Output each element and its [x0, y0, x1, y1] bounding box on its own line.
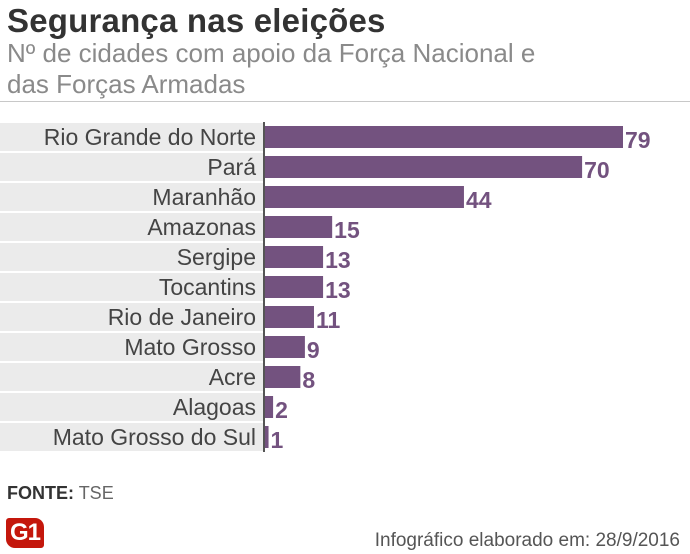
bar-mato-grosso-do-sul: [264, 426, 269, 448]
bar-maranhao: [264, 186, 464, 208]
value-label-para: 70: [584, 157, 610, 183]
row-stripe: [0, 333, 264, 361]
value-label-alagoas: 2: [275, 397, 288, 423]
row-stripe: [0, 423, 264, 451]
g1-logo: G1: [6, 518, 44, 548]
bar-sergipe: [264, 246, 324, 268]
bar-acre: [264, 366, 301, 388]
source-value: TSE: [78, 483, 114, 503]
category-label-mato-grosso: Mato Grosso: [124, 334, 256, 360]
value-label-maranhao: 44: [466, 187, 492, 213]
value-label-acre: 8: [302, 367, 315, 393]
header-divider: [0, 101, 690, 102]
category-label-mato-grosso-do-sul: Mato Grosso do Sul: [53, 424, 256, 450]
value-label-mato-grosso: 9: [307, 337, 320, 363]
source-line: FONTE: TSE: [7, 483, 114, 504]
bar-alagoas: [264, 396, 274, 418]
row-stripe: [0, 273, 264, 301]
bar-rio-grande-do-norte: [264, 126, 623, 148]
value-label-amazonas: 15: [334, 217, 360, 243]
row-stripe: [0, 123, 264, 151]
row-stripe: [0, 243, 264, 271]
bar-tocantins: [264, 276, 324, 298]
row-stripe: [0, 303, 264, 331]
row-stripe: [0, 363, 264, 391]
category-label-sergipe: Sergipe: [177, 244, 256, 270]
category-label-acre: Acre: [209, 364, 256, 390]
category-label-amazonas: Amazonas: [147, 214, 256, 240]
chart-title: Segurança nas eleições: [7, 2, 386, 39]
row-stripe: [0, 213, 264, 241]
bar-mato-grosso: [264, 336, 305, 358]
category-label-alagoas: Alagoas: [173, 394, 256, 420]
category-label-para: Pará: [207, 154, 256, 180]
bar-rio-de-janeiro: [264, 306, 314, 328]
credit-text: Infográfico elaborado em: 28/9/2016: [374, 530, 680, 551]
source-label: FONTE:: [7, 483, 74, 503]
bar-para: [264, 156, 583, 178]
value-label-rio-grande-do-norte: 79: [625, 127, 651, 153]
value-label-tocantins: 13: [325, 277, 351, 303]
category-label-rio-grande-do-norte: Rio Grande do Norte: [44, 124, 256, 150]
row-stripe: [0, 153, 264, 181]
value-label-mato-grosso-do-sul: 1: [271, 427, 284, 453]
value-label-sergipe: 13: [325, 247, 351, 273]
category-label-rio-de-janeiro: Rio de Janeiro: [108, 304, 256, 330]
row-stripe: [0, 393, 264, 421]
bar-chart: Rio Grande do Norte 79 Pará 70 Maranhão 44 Ama…: [0, 122, 651, 453]
category-label-maranhao: Maranhão: [152, 184, 256, 210]
chart-subtitle: Nº de cidades com apoio da Força Naciona…: [7, 38, 536, 99]
row-stripe: [0, 183, 264, 211]
category-label-tocantins: Tocantins: [159, 274, 256, 300]
value-label-rio-de-janeiro: 11: [316, 307, 341, 333]
bar-amazonas: [264, 216, 333, 238]
